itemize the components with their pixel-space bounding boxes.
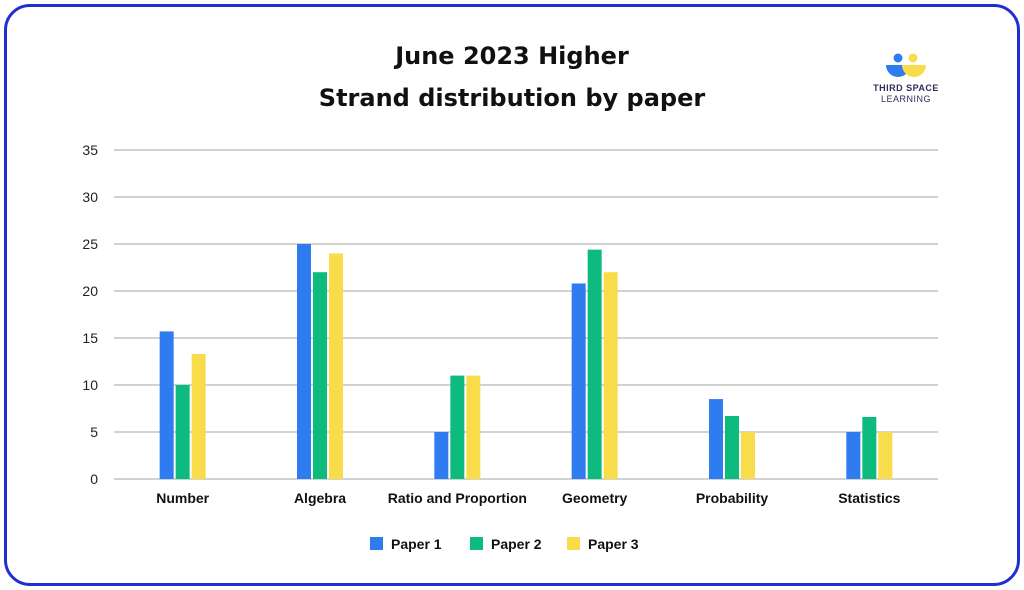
chart-frame — [4, 4, 1020, 586]
legend-label: Paper 1 — [391, 536, 442, 552]
x-category-label: Probability — [696, 490, 769, 506]
bar-paper-2-geometry — [587, 249, 602, 479]
y-tick-label: 35 — [82, 142, 98, 158]
y-tick-label: 0 — [90, 471, 98, 487]
bar-paper-2-algebra — [313, 272, 327, 479]
bar-paper-1-ratio-and-proportion — [434, 432, 449, 479]
logo-text-learning: LEARNING — [880, 94, 931, 104]
bar-paper-3-statistics — [878, 432, 893, 479]
bar-paper-1-geometry — [571, 283, 586, 479]
bar-paper-1-statistics — [846, 432, 861, 479]
chart-title-line-2: Strand distribution by paper — [318, 84, 706, 112]
bar-paper-3-probability — [741, 432, 755, 479]
bar-paper-2-number — [175, 385, 190, 479]
legend-label: Paper 2 — [491, 536, 542, 552]
bar-paper-1-probability — [709, 399, 723, 479]
y-tick-label: 10 — [82, 377, 98, 393]
chart-title-line-1: June 2023 Higher — [395, 42, 629, 70]
legend-swatch — [370, 537, 383, 550]
y-tick-label: 30 — [82, 189, 98, 205]
third-space-learning-logo-icon — [886, 53, 926, 77]
bar-paper-2-statistics — [862, 416, 877, 479]
bar-paper-1-algebra — [297, 244, 311, 479]
legend-label: Paper 3 — [588, 536, 639, 552]
y-tick-label: 5 — [90, 424, 98, 440]
bar-paper-3-algebra — [329, 253, 343, 479]
bar-paper-3-ratio-and-proportion — [466, 375, 481, 479]
bar-paper-2-ratio-and-proportion — [450, 375, 465, 479]
bar-paper-2-probability — [725, 416, 739, 479]
x-category-label: Ratio and Proportion — [388, 490, 527, 506]
legend-swatch — [567, 537, 580, 550]
x-category-label: Number — [156, 490, 209, 506]
y-tick-label: 25 — [82, 236, 98, 252]
bar-paper-1-number — [159, 331, 174, 479]
y-tick-label: 20 — [82, 283, 98, 299]
x-category-label: Algebra — [294, 490, 346, 506]
bar-paper-3-geometry — [603, 272, 618, 479]
y-tick-label: 15 — [82, 330, 98, 346]
bar-paper-3-number — [191, 353, 206, 479]
legend-swatch — [470, 537, 483, 550]
x-category-label: Statistics — [838, 490, 900, 506]
x-category-label: Geometry — [562, 490, 628, 506]
logo-text-third-space: THIRD SPACE — [873, 83, 939, 93]
